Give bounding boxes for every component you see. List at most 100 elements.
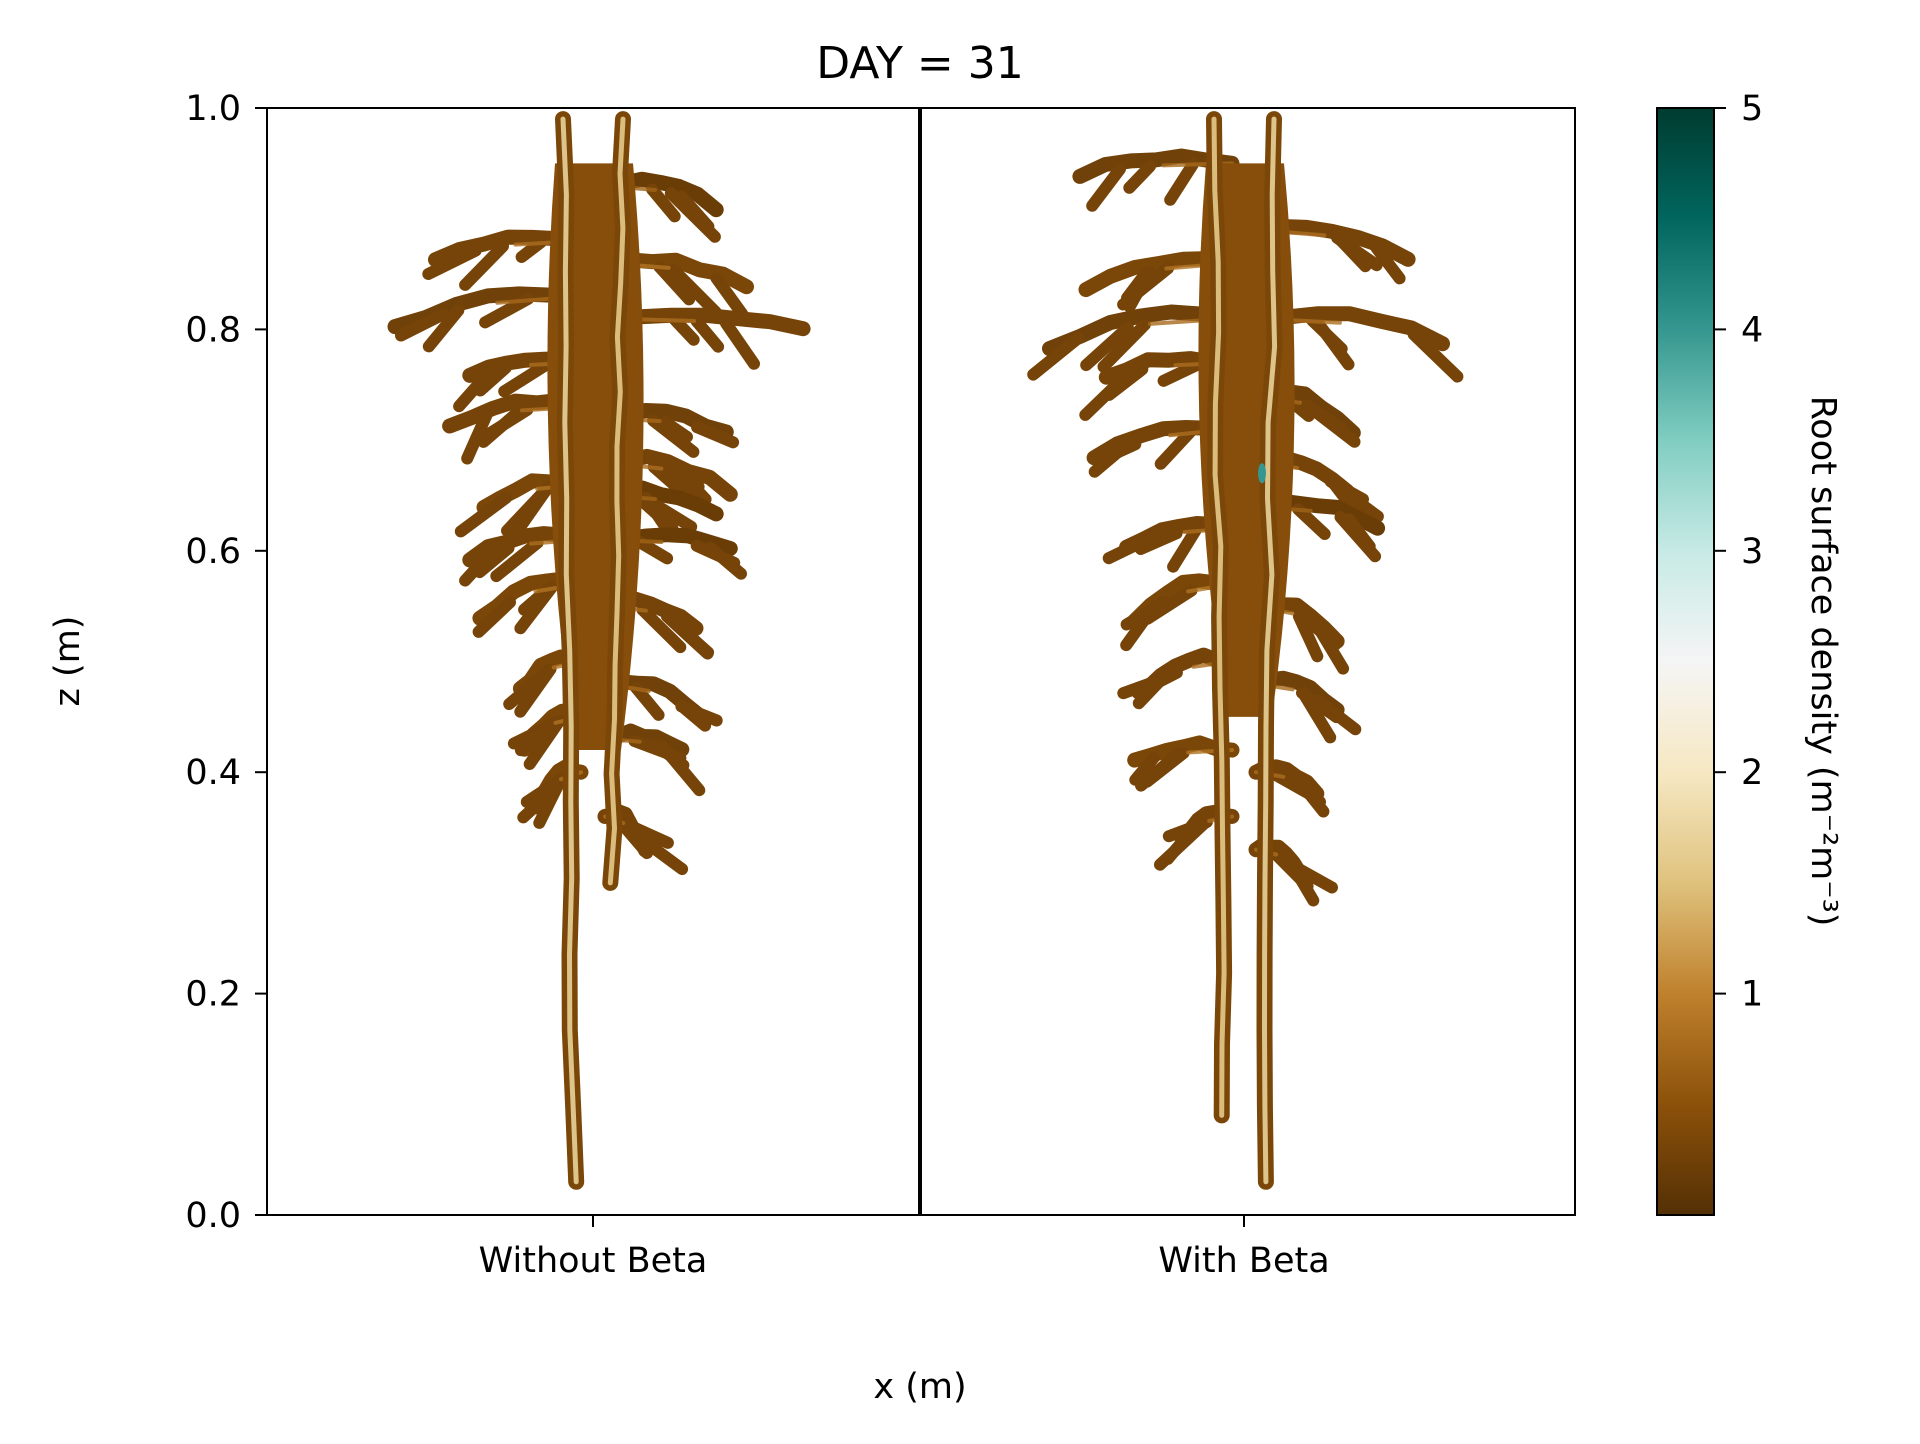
sub-root xyxy=(628,827,689,876)
sub-root xyxy=(533,773,567,829)
sub-root xyxy=(490,536,544,583)
sub-root xyxy=(1079,365,1137,421)
sub-root xyxy=(1310,314,1355,371)
root-system-without-beta xyxy=(387,111,811,1190)
sub-root xyxy=(422,304,465,353)
sub-root xyxy=(461,410,493,465)
sub-root xyxy=(675,468,712,506)
sub-root xyxy=(422,244,482,280)
y-tick-label: 1.0 xyxy=(185,89,241,129)
sub-root xyxy=(704,541,747,580)
sub-root xyxy=(1088,443,1128,478)
sub-root xyxy=(662,610,715,659)
sub-root xyxy=(1157,357,1207,387)
colorbar-tick-label: 5 xyxy=(1741,89,1763,129)
sub-root xyxy=(1311,694,1362,736)
sub-root xyxy=(1027,332,1085,381)
sub-root xyxy=(498,357,555,398)
sub-root xyxy=(1407,328,1464,383)
colorbar-tick-label: 4 xyxy=(1741,310,1763,350)
sub-root xyxy=(454,491,512,538)
sub-root xyxy=(720,317,760,370)
main-root-core xyxy=(1261,116,1278,1185)
sub-root xyxy=(1164,158,1200,206)
sub-root xyxy=(1129,751,1160,786)
sub-root xyxy=(474,361,512,397)
sub-root xyxy=(691,421,740,449)
sub-root xyxy=(1297,687,1337,744)
sub-root xyxy=(653,260,696,306)
sub-root xyxy=(1292,610,1324,663)
root-system-with-beta xyxy=(1027,111,1464,1190)
sub-root xyxy=(1131,666,1183,699)
sub-root xyxy=(395,308,450,342)
sub-root xyxy=(1370,241,1406,285)
root-hotspot xyxy=(1258,463,1266,484)
sub-root xyxy=(636,603,687,654)
x-axis: Without Beta With Beta xyxy=(479,1215,1330,1281)
sub-root xyxy=(483,403,534,440)
sub-root xyxy=(1123,160,1156,194)
heatmap-layer xyxy=(387,111,1464,1190)
sub-root xyxy=(690,315,725,353)
main-root-core xyxy=(607,116,626,886)
x-tick-label: Without Beta xyxy=(479,1241,708,1281)
sub-root xyxy=(501,480,555,537)
sub-root xyxy=(1167,524,1202,573)
sub-root xyxy=(1292,503,1331,540)
y-axis-label: z (m) xyxy=(48,616,88,707)
sub-root xyxy=(614,815,674,849)
sub-root xyxy=(1285,858,1338,894)
sub-root xyxy=(1086,163,1126,212)
sub-root xyxy=(1299,398,1347,434)
sub-root xyxy=(630,534,674,565)
sub-root xyxy=(669,314,700,346)
sub-root xyxy=(514,717,560,757)
colorbar xyxy=(1656,107,1715,1216)
y-tick-label: 0.8 xyxy=(185,310,241,350)
sub-root xyxy=(1294,778,1326,808)
main-root-core xyxy=(1211,116,1227,1118)
colorbar-tick-label: 2 xyxy=(1741,753,1763,793)
colorbar-label: Root surface density (m⁻²m⁻³) xyxy=(1803,396,1843,927)
sub-root xyxy=(659,415,693,443)
sub-root xyxy=(675,190,715,233)
sub-root xyxy=(710,272,749,320)
sub-root xyxy=(629,681,665,721)
sub-root xyxy=(1097,318,1151,373)
sub-root xyxy=(631,491,679,535)
chart-title: DAY = 31 xyxy=(816,38,1024,89)
sub-root xyxy=(1141,747,1190,788)
main-root-core xyxy=(560,116,579,1185)
sub-root xyxy=(472,596,516,638)
sub-root xyxy=(1154,816,1211,871)
sub-root xyxy=(1304,616,1342,651)
sub-root xyxy=(1331,231,1383,272)
colorbar-tick-label: 3 xyxy=(1741,532,1763,572)
x-tick-label: With Beta xyxy=(1158,1241,1329,1281)
y-tick-label: 0.0 xyxy=(185,1196,241,1236)
y-tick-label: 0.2 xyxy=(185,975,241,1015)
sub-root xyxy=(678,702,712,732)
sub-root xyxy=(666,262,722,318)
sub-root xyxy=(473,542,515,579)
colorbar-tick-label: 1 xyxy=(1741,975,1763,1015)
sub-root xyxy=(647,414,700,458)
sub-root xyxy=(1325,475,1384,523)
y-axis: 0.0 0.2 0.4 0.6 0.8 1.0 xyxy=(185,89,267,1236)
x-axis-label: x (m) xyxy=(873,1367,966,1407)
y-tick-label: 0.6 xyxy=(185,532,241,572)
sub-root xyxy=(646,183,681,223)
y-tick-label: 0.4 xyxy=(185,753,241,793)
sub-root xyxy=(1123,265,1156,313)
sub-root xyxy=(459,240,509,291)
sub-root xyxy=(1343,513,1376,553)
sub-root xyxy=(1080,321,1134,372)
sub-root xyxy=(1154,425,1197,470)
sub-root xyxy=(517,663,556,697)
sub-root xyxy=(1141,584,1198,625)
sub-root xyxy=(1102,533,1154,565)
sub-root xyxy=(628,735,687,765)
